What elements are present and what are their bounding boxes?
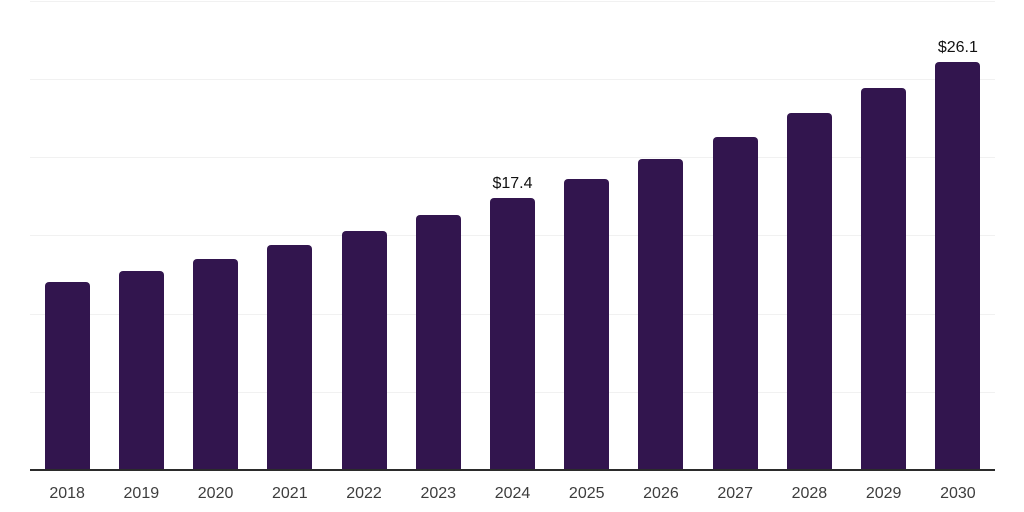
x-tick-2029: 2029 — [865, 485, 902, 502]
x-tick-2020: 2020 — [197, 485, 234, 502]
gridline-30 — [30, 0, 995, 2]
gridline-25 — [30, 79, 995, 80]
bar-2018 — [44, 282, 90, 470]
bar-2021 — [267, 244, 313, 470]
bar-2027 — [712, 136, 758, 470]
bar-2026 — [638, 158, 684, 470]
bar-2028 — [786, 113, 832, 470]
data-label-2030: $26.1 — [937, 38, 978, 56]
bar-2025 — [564, 179, 610, 470]
x-tick-2018: 2018 — [49, 485, 85, 502]
data-label-2024: $17.4 — [492, 174, 533, 192]
x-tick-2028: 2028 — [791, 485, 828, 502]
x-tick-2026: 2026 — [643, 485, 679, 502]
x-tick-2019: 2019 — [123, 485, 160, 502]
x-tick-2027: 2027 — [717, 485, 753, 502]
x-tick-2022: 2022 — [346, 485, 382, 502]
bar-2022 — [341, 230, 387, 470]
x-tick-2025: 2025 — [568, 485, 605, 502]
bar-2020 — [193, 258, 239, 470]
x-tick-2021: 2021 — [272, 485, 308, 502]
bar-2024 — [490, 197, 535, 470]
bar-2029 — [861, 88, 907, 470]
bar-2019 — [118, 271, 164, 470]
bar-2030 — [935, 61, 981, 470]
x-tick-2024: 2024 — [494, 485, 531, 502]
x-axis-line — [30, 469, 995, 471]
x-tick-2023: 2023 — [420, 485, 457, 502]
gridline-20 — [30, 157, 995, 159]
x-tick-2030: 2030 — [940, 485, 976, 502]
bar-2023 — [415, 215, 461, 470]
